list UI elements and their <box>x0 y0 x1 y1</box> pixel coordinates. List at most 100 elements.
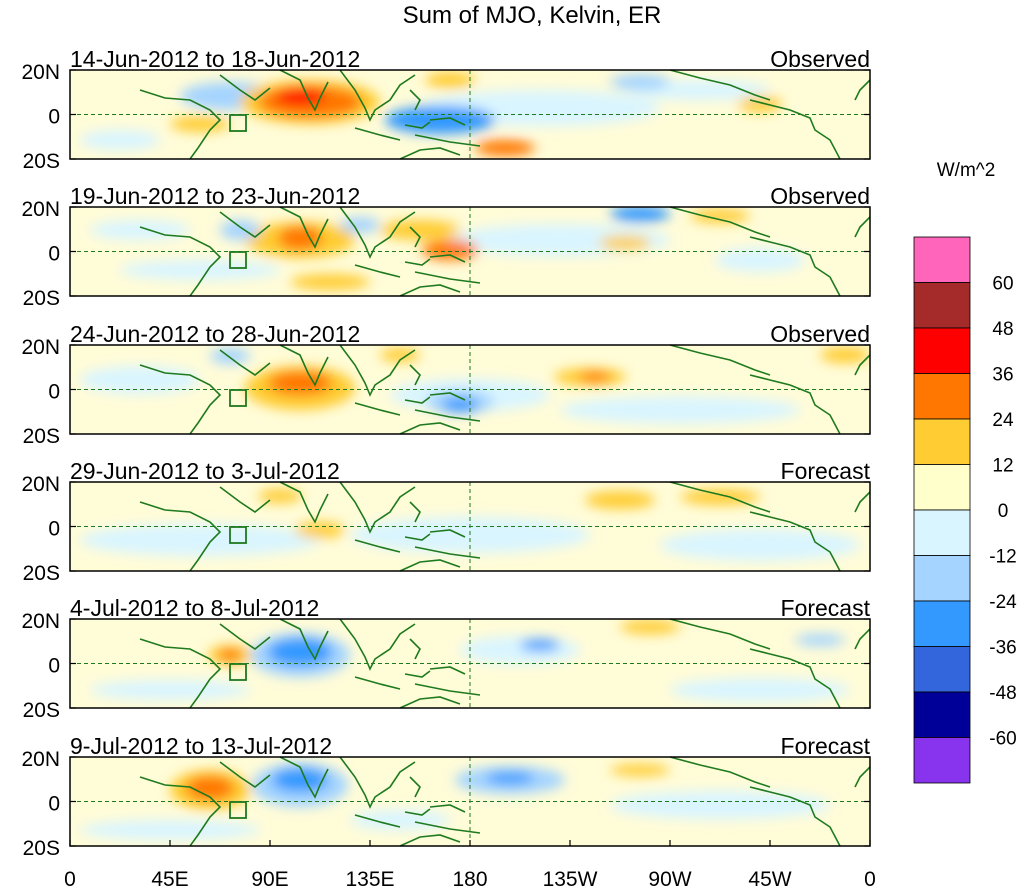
panel-status: Observed <box>770 46 870 72</box>
coastline <box>429 529 466 538</box>
coastline <box>354 127 401 141</box>
longitude-label: 0 <box>864 868 876 889</box>
colorbar: 60 48 36 24 12 0 -12 -24 -36 -48 -60 <box>913 236 1017 784</box>
longitude-label: 135W <box>543 868 598 889</box>
map-overlay: 20N 0 20S 4-Jul-2012 to 8-Jul-2012 Forecast <box>21 595 871 722</box>
panel-status: Forecast <box>781 458 871 484</box>
colorbar-swatch <box>913 737 971 784</box>
panel-date-range: 4-Jul-2012 to 8-Jul-2012 <box>70 595 319 621</box>
coastline <box>429 804 466 813</box>
coastline <box>409 638 421 660</box>
coastline <box>414 683 481 696</box>
colorbar-swatch <box>913 555 971 602</box>
coastline <box>854 79 871 101</box>
colorbar-tick-label: 36 <box>992 365 1013 386</box>
coastline <box>279 206 329 249</box>
coastline <box>399 147 461 160</box>
coastline <box>279 618 329 661</box>
coastline <box>749 786 841 847</box>
latitude-label: 20N <box>21 748 60 771</box>
coastline <box>669 618 771 650</box>
coastline <box>669 206 771 238</box>
colorbar-tick-label: -60 <box>989 729 1016 750</box>
coastline <box>399 422 461 435</box>
colorbar-swatch <box>913 691 971 738</box>
coastline <box>854 216 871 238</box>
latitude-label: 0 <box>48 243 60 266</box>
coastline <box>279 344 329 387</box>
coastline <box>279 756 329 799</box>
coastline <box>219 623 271 650</box>
longitude-label: 45E <box>151 868 188 889</box>
map-overlay: 20N 0 20S 19-Jun-2012 to 23-Jun-2012 Observe… <box>21 183 871 310</box>
coastline <box>669 344 771 376</box>
map-overlay: 20N 0 20S 24-Jun-2012 to 28-Jun-2012 Observe… <box>21 321 871 448</box>
coastline <box>404 670 431 678</box>
coastline <box>414 134 481 147</box>
colorbar-swatch <box>913 464 971 511</box>
coastline <box>429 392 466 401</box>
coastline <box>409 364 421 386</box>
latitude-label: 20N <box>21 61 60 84</box>
panel-status: Observed <box>770 183 870 209</box>
panel-status: Forecast <box>781 595 871 621</box>
coastline <box>749 236 841 297</box>
coastline <box>219 349 271 376</box>
coastline <box>219 486 271 513</box>
coastline <box>854 766 871 788</box>
coastline <box>854 628 871 650</box>
longitude-label: 45W <box>748 868 791 889</box>
colorbar-tick-label: 12 <box>992 456 1013 477</box>
coastline <box>354 402 401 416</box>
coastline <box>399 696 461 709</box>
coastline <box>399 559 461 572</box>
colorbar-tick-label: 60 <box>992 274 1013 295</box>
coastline <box>404 396 431 404</box>
coastline <box>854 354 871 376</box>
coastline <box>854 491 871 513</box>
latitude-label: 20S <box>23 699 60 722</box>
colorbar-tick-label: 0 <box>998 501 1009 522</box>
latitude-label: 20N <box>21 610 60 633</box>
colorbar-swatch <box>913 418 971 465</box>
panel-status: Forecast <box>781 733 871 759</box>
coastline <box>139 226 222 297</box>
coastline <box>749 99 841 160</box>
coastline <box>429 254 466 263</box>
colorbar-swatch <box>913 327 971 374</box>
colorbar-swatch <box>913 509 971 556</box>
longitude-label: 90W <box>648 868 691 889</box>
colorbar-tick-label: -48 <box>989 683 1016 704</box>
colorbar-swatch <box>913 236 971 283</box>
coastline <box>749 511 841 572</box>
coastline <box>354 539 401 553</box>
coastline <box>404 121 431 129</box>
coastline <box>139 501 222 572</box>
colorbar-tick-label: -12 <box>989 547 1016 568</box>
coastline <box>409 501 421 523</box>
colorbar-swatch <box>913 373 971 420</box>
coastline <box>404 258 431 266</box>
figure-title: Sum of MJO, Kelvin, ER <box>403 2 662 29</box>
map-overlay: 20N 0 20S 14-Jun-2012 to 18-Jun-2012 Observe… <box>21 46 871 173</box>
longitude-label: 180 <box>452 868 487 889</box>
coastline <box>414 546 481 559</box>
latitude-label: 0 <box>48 518 60 541</box>
latitude-label: 20N <box>21 336 60 359</box>
latitude-label: 20N <box>21 198 60 221</box>
coastline <box>414 409 481 422</box>
coastline <box>669 481 771 513</box>
coastline <box>409 226 421 248</box>
latitude-label: 20N <box>21 473 60 496</box>
latitude-label: 20S <box>23 425 60 448</box>
map-overlay: 20N 0 20S 9-Jul-2012 to 13-Jul-2012 Forecast <box>21 733 871 860</box>
panel-date-range: 29-Jun-2012 to 3-Jul-2012 <box>70 458 340 484</box>
colorbar-tick-label: -36 <box>989 638 1016 659</box>
coastline <box>354 676 401 690</box>
colorbar-units: W/m^2 <box>937 160 996 181</box>
colorbar-swatch <box>913 646 971 693</box>
coastline <box>354 264 401 278</box>
panel-date-range: 24-Jun-2012 to 28-Jun-2012 <box>70 321 360 347</box>
longitude-label: 0 <box>64 868 76 889</box>
